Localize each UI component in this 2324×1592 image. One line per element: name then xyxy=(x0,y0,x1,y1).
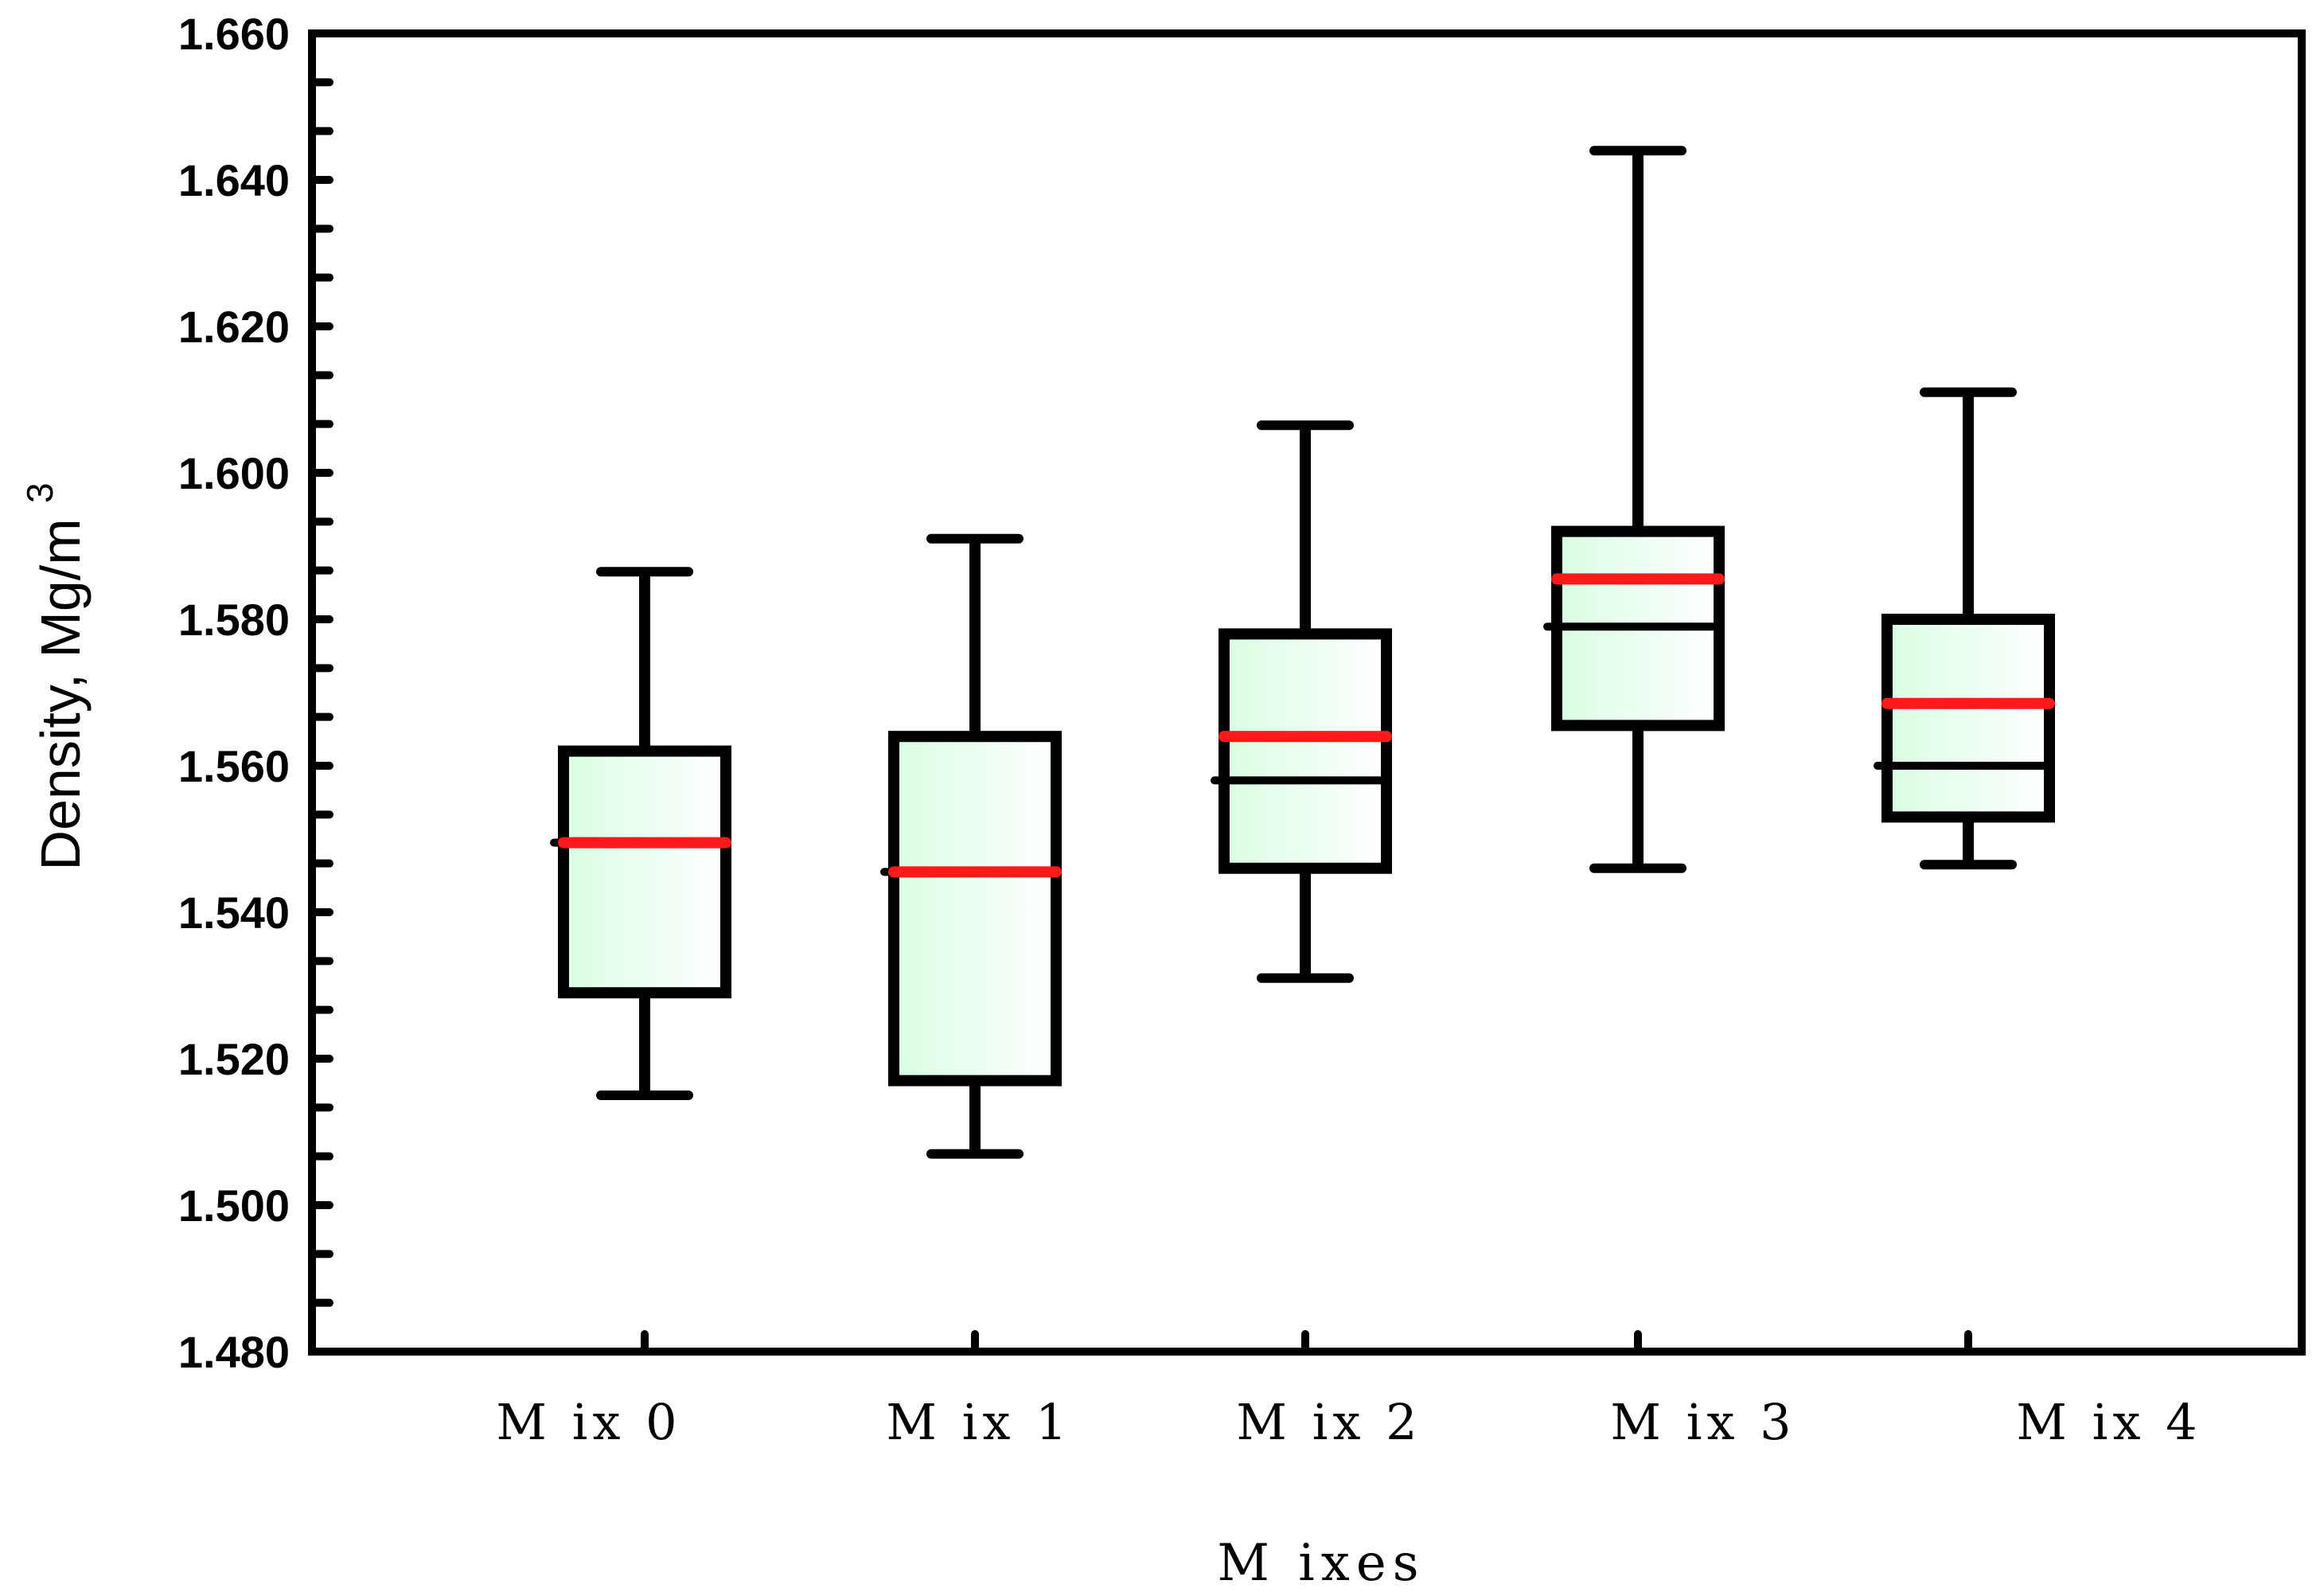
x-tick-labels: M ix 0 M ix 1 M ix 2 M ix 3 M ix 4 xyxy=(496,1393,2201,1451)
box-group xyxy=(550,567,731,1100)
x-tick-label: M ix 0 xyxy=(496,1393,681,1451)
iqr-box xyxy=(1881,614,2055,823)
y-tick-label: 1.500 xyxy=(178,1180,290,1231)
box-series xyxy=(550,146,2055,1159)
box-group xyxy=(1543,146,1725,873)
y-axis-title: Density, Mg/m 3 xyxy=(19,482,92,870)
iqr-box xyxy=(1219,628,1392,874)
y-tick-label: 1.580 xyxy=(178,595,290,645)
x-tick-label: M ix 3 xyxy=(1610,1393,1796,1451)
y-axis-title-text: Density, Mg/m xyxy=(29,518,92,870)
y-tick-label: 1.480 xyxy=(178,1327,290,1377)
box-group xyxy=(880,533,1062,1159)
iqr-box xyxy=(558,745,731,999)
y-tick-label: 1.660 xyxy=(178,9,290,59)
x-tick-label: M ix 2 xyxy=(1236,1393,1421,1451)
y-tick-label: 1.540 xyxy=(178,888,290,938)
x-tick-label: M ix 1 xyxy=(886,1393,1071,1451)
y-tick-label: 1.600 xyxy=(178,448,290,498)
x-axis-title: M ixes xyxy=(1217,1534,1425,1592)
y-tick-label: 1.520 xyxy=(178,1034,290,1084)
y-tick-label: 1.560 xyxy=(178,741,290,791)
box-group xyxy=(1874,387,2055,870)
y-tick-label: 1.620 xyxy=(178,302,290,352)
y-axis-title-superscript: 3 xyxy=(19,482,60,503)
plot-frame xyxy=(308,29,2306,1356)
x-tick-label: M ix 4 xyxy=(2016,1393,2201,1451)
iqr-box xyxy=(888,731,1062,1087)
y-tick-label: 1.640 xyxy=(178,155,290,205)
box-group xyxy=(1211,420,1392,983)
y-tick-labels: 1.480 1.500 1.520 1.540 1.560 1.580 1.600 1.620… xyxy=(178,9,290,1377)
